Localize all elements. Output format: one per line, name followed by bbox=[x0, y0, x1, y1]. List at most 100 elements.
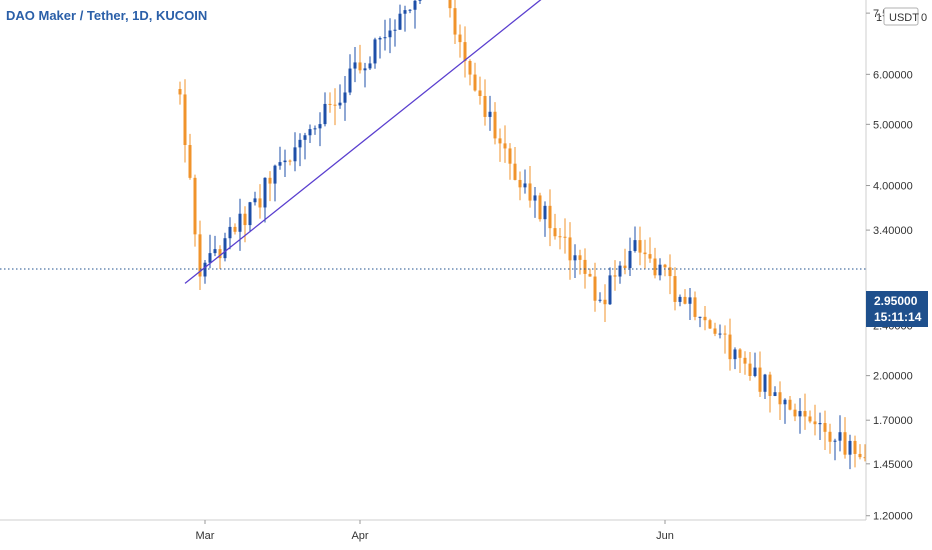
candle-body bbox=[258, 198, 262, 208]
currency-suffix: 0 bbox=[921, 12, 927, 24]
candle-body bbox=[623, 265, 627, 269]
candle-body bbox=[293, 147, 297, 162]
candle-body bbox=[198, 234, 202, 277]
candle-body bbox=[758, 367, 762, 392]
candle-body bbox=[553, 228, 557, 237]
axis-header: 1 USDT 0 bbox=[876, 7, 927, 26]
candle-body bbox=[813, 421, 817, 425]
candle-body bbox=[633, 240, 637, 251]
candle-body bbox=[213, 249, 217, 254]
candle-body bbox=[833, 440, 837, 442]
price-tick-label: 4.00000 bbox=[873, 181, 913, 193]
candle-body bbox=[783, 399, 787, 405]
candle-body bbox=[573, 255, 577, 261]
price-tick-label: 6.00000 bbox=[873, 69, 913, 81]
candle-body bbox=[618, 265, 622, 277]
candle-body bbox=[328, 103, 332, 105]
candle-body bbox=[693, 297, 697, 317]
candle-body bbox=[248, 202, 252, 226]
candle-body bbox=[653, 258, 657, 276]
axis-top-label: 1 bbox=[876, 12, 882, 24]
candles bbox=[178, 0, 867, 470]
candle-body bbox=[788, 399, 792, 410]
candle-body bbox=[533, 195, 537, 201]
candle-body bbox=[278, 162, 282, 166]
candle-body bbox=[313, 128, 317, 130]
currency-box[interactable] bbox=[883, 7, 919, 26]
candle-body bbox=[853, 440, 857, 454]
candle-body bbox=[473, 74, 477, 91]
candle-body bbox=[493, 111, 497, 139]
candle-body bbox=[378, 38, 382, 40]
candle-body bbox=[673, 276, 677, 302]
trendline bbox=[184, 0, 542, 284]
candle-body bbox=[863, 457, 867, 459]
candle-body bbox=[648, 254, 652, 259]
candle-body bbox=[303, 135, 307, 140]
candle-body bbox=[818, 422, 822, 425]
price-tick-label: 3.40000 bbox=[873, 225, 913, 237]
candle-body bbox=[663, 264, 667, 268]
candle-body bbox=[763, 374, 767, 392]
candle-body bbox=[203, 262, 207, 277]
candle-body bbox=[828, 431, 832, 442]
candle-body bbox=[593, 276, 597, 301]
candle-body bbox=[478, 90, 482, 96]
candle-body bbox=[548, 205, 552, 229]
time-tick-label: Jun bbox=[656, 530, 674, 542]
candle-body bbox=[558, 236, 562, 238]
candle-body bbox=[388, 30, 392, 38]
candle-body bbox=[238, 213, 242, 232]
candle-body bbox=[518, 179, 522, 188]
price-tick-label: 2.00000 bbox=[873, 371, 913, 383]
price-axis[interactable]: 9.000007.500006.000005.000004.000003.400… bbox=[865, 0, 913, 523]
time-tick-label: Apr bbox=[351, 530, 368, 542]
candle-body bbox=[513, 163, 517, 180]
candle-body bbox=[598, 299, 602, 301]
candle-body bbox=[253, 198, 257, 203]
candle-body bbox=[183, 94, 187, 146]
candle-body bbox=[858, 453, 862, 458]
candle-body bbox=[458, 34, 462, 43]
candle-body bbox=[778, 392, 782, 405]
time-tick-label: Mar bbox=[196, 530, 215, 542]
candle-body bbox=[393, 29, 397, 31]
candle-body bbox=[403, 10, 407, 14]
candle-body bbox=[268, 177, 272, 184]
candle-body bbox=[178, 89, 182, 95]
candle-body bbox=[668, 267, 672, 277]
candle-body bbox=[488, 111, 492, 117]
price-badge-bg bbox=[866, 291, 928, 327]
candle-body bbox=[563, 236, 567, 238]
candle-body bbox=[508, 148, 512, 164]
candle-body bbox=[713, 328, 717, 334]
candle-body bbox=[468, 61, 472, 75]
candle-body bbox=[233, 226, 237, 232]
candle-body bbox=[358, 62, 362, 71]
candle-body bbox=[483, 95, 487, 117]
candle-body bbox=[838, 432, 842, 441]
candle-body bbox=[613, 275, 617, 277]
candle-body bbox=[698, 316, 702, 318]
candle-body bbox=[738, 349, 742, 358]
candle-body bbox=[753, 367, 757, 376]
currency-label: USDT bbox=[889, 12, 919, 24]
time-axis[interactable]: MarAprJunAugSepNov2022 bbox=[0, 519, 932, 542]
candle-body bbox=[803, 411, 807, 417]
candle-body bbox=[733, 349, 737, 360]
annotations bbox=[0, 0, 866, 284]
candle-body bbox=[243, 213, 247, 226]
candle-body bbox=[583, 259, 587, 274]
candle-body bbox=[318, 124, 322, 129]
candle-body bbox=[263, 177, 267, 208]
countdown-label: 15:11:14 bbox=[874, 310, 922, 324]
candle-body bbox=[543, 205, 547, 220]
candle-body bbox=[628, 250, 632, 269]
candle-body bbox=[773, 392, 777, 396]
candle-body bbox=[188, 145, 192, 178]
candle-body bbox=[568, 237, 572, 261]
candle-body bbox=[218, 249, 222, 259]
last-price-label: 2.95000 bbox=[874, 294, 918, 308]
candle-body bbox=[383, 37, 387, 39]
